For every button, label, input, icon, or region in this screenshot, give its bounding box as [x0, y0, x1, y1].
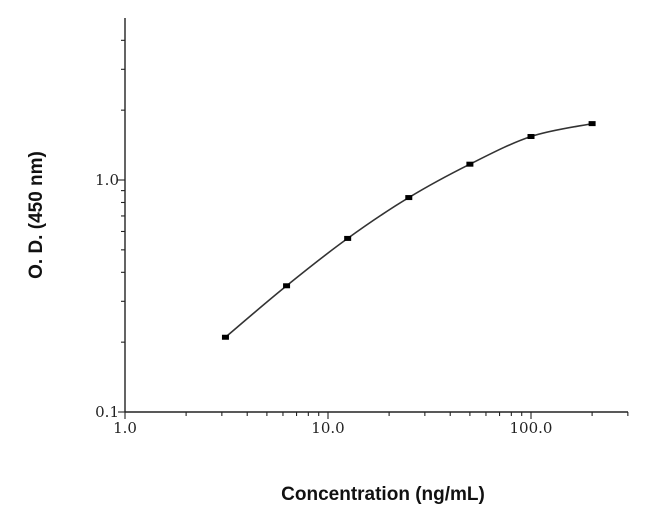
data-point — [283, 283, 291, 289]
data-point — [588, 121, 596, 127]
fit-curve — [224, 122, 593, 338]
data-point — [466, 161, 474, 167]
tick-labels: 1.0 10.0 100.00.11.0 — [95, 171, 552, 437]
data-point — [527, 133, 535, 139]
data-points — [221, 121, 596, 340]
y-tick-label: 1.0 — [95, 171, 119, 189]
data-point — [405, 195, 413, 201]
data-point — [221, 334, 229, 340]
x-tick-label: 1.0 — [113, 419, 137, 437]
data-point — [344, 235, 352, 241]
x-tick-label: 10.0 — [311, 419, 344, 437]
y-tick-label: 0.1 — [95, 403, 119, 421]
x-axis-title: Concentration (ng/mL) — [281, 484, 485, 505]
ticks — [118, 39, 629, 419]
y-axis-title: O. D. (450 nm) — [26, 151, 47, 279]
axes — [124, 18, 628, 413]
x-tick-label: 100.0 — [510, 419, 553, 437]
